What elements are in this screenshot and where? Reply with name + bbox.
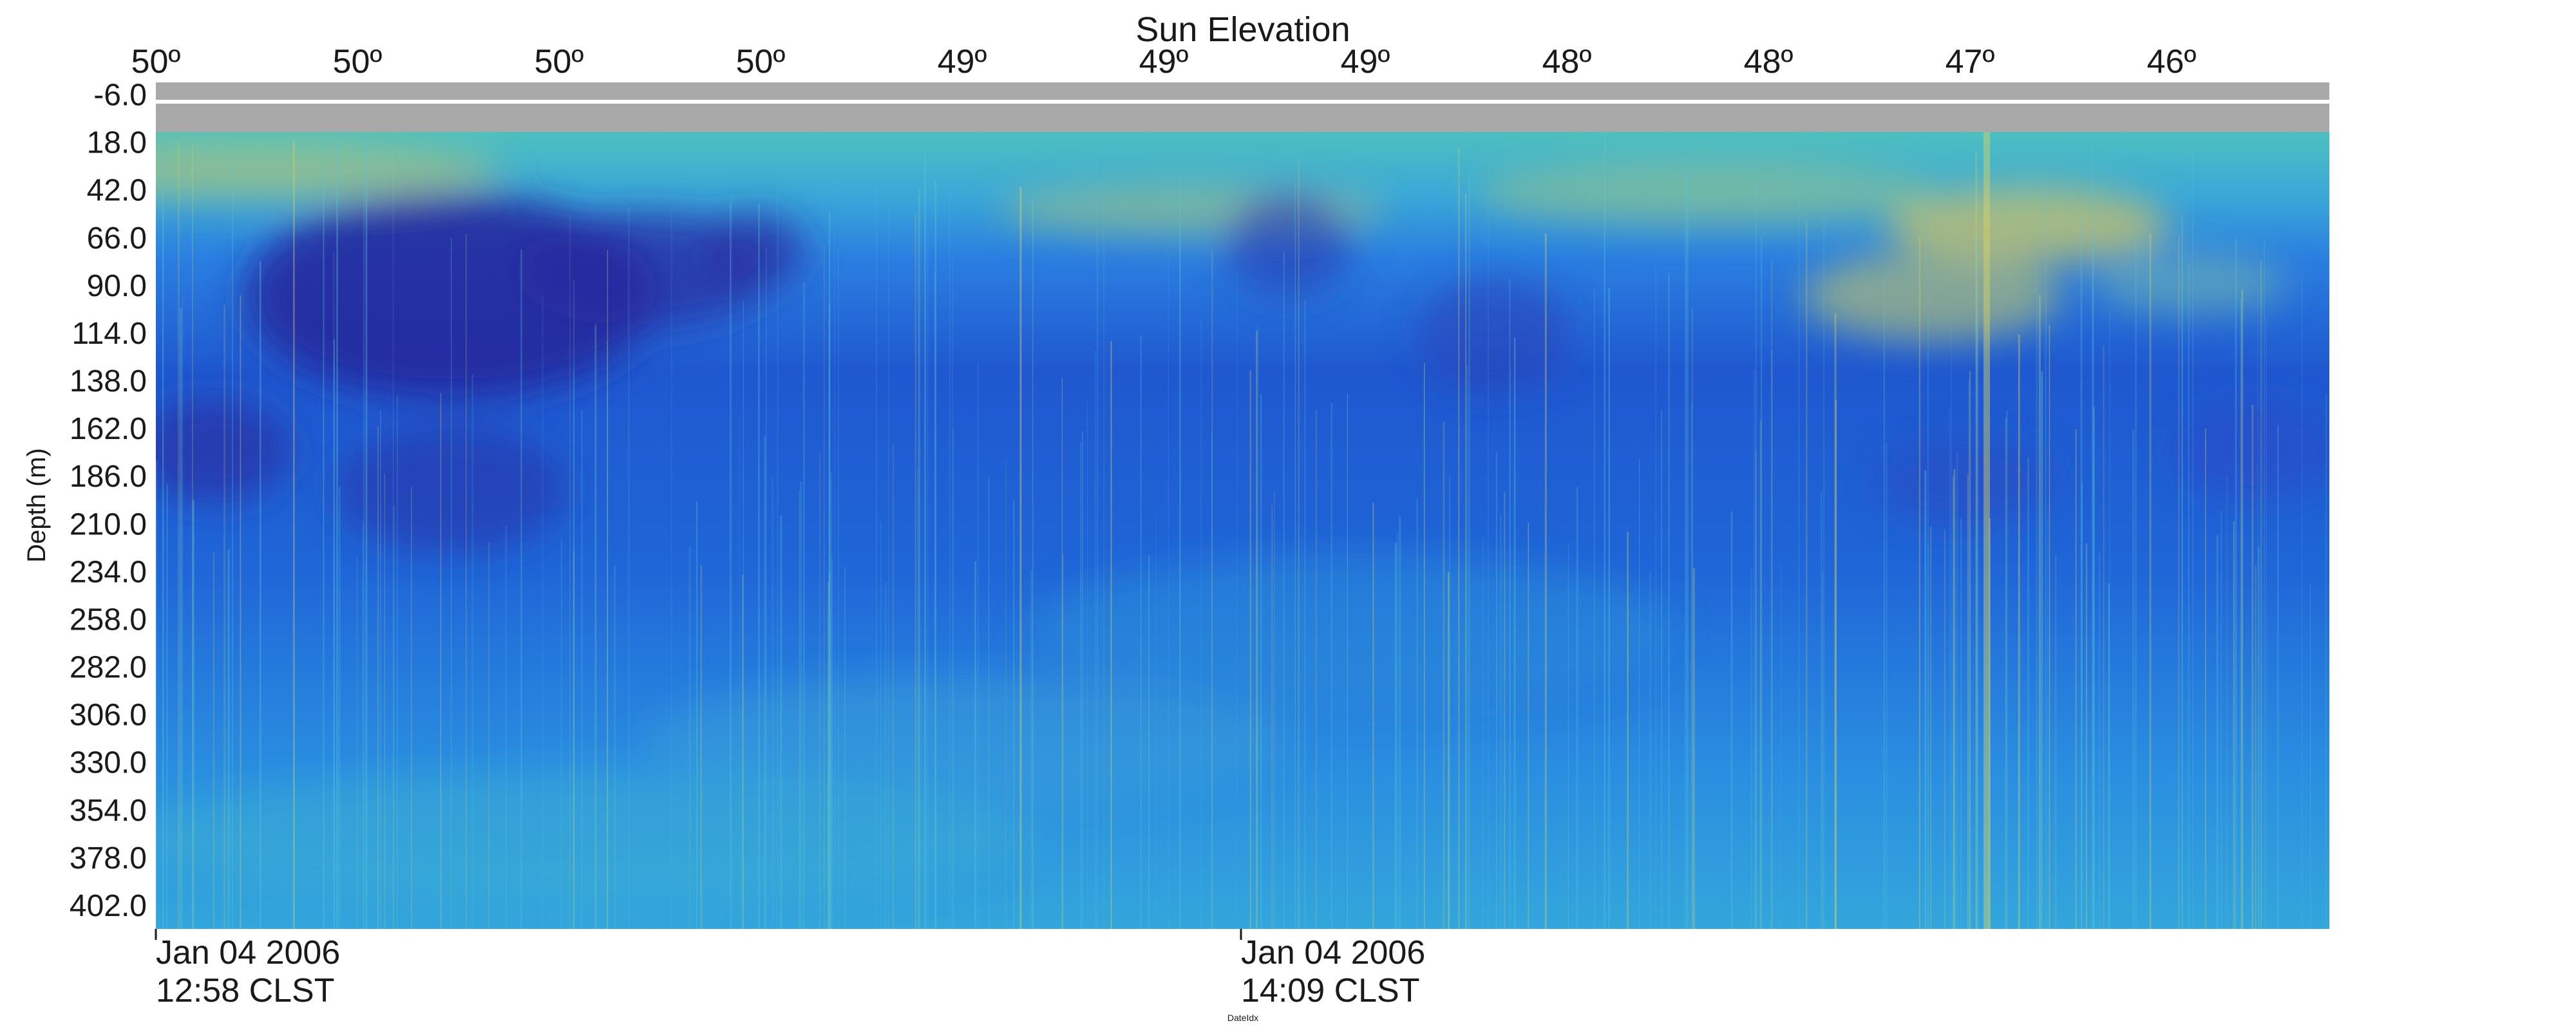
y-tick-label: 138.0	[70, 364, 147, 398]
echogram-patch	[644, 676, 1288, 805]
y-tick-label: 330.0	[70, 746, 147, 780]
echogram-patch	[335, 425, 567, 554]
top-axis-ticks: 50º 50º 50º 50º 49º 49º 49º 48º 48º 47º 46º	[131, 43, 2197, 80]
top-tick-label: 48º	[1744, 43, 1794, 80]
y-tick-label: 306.0	[70, 698, 147, 733]
top-tick-label: 50º	[535, 43, 584, 80]
top-tick-label: 49º	[938, 43, 987, 80]
echogram-patch	[1030, 554, 1674, 708]
echogram-patch	[2170, 399, 2329, 502]
echogram-patch	[1417, 277, 1571, 393]
y-tick-label: 18.0	[87, 126, 147, 160]
y-tick-label: 66.0	[87, 221, 147, 256]
echogram-patch	[702, 212, 805, 290]
echogram-patch	[1224, 193, 1352, 296]
top-tick-label: 49º	[1139, 43, 1189, 80]
y-tick-label: 42.0	[87, 174, 147, 208]
top-tick-label: 50º	[736, 43, 786, 80]
top-tick-label: 50º	[131, 43, 181, 80]
y-tick-label: 210.0	[70, 507, 147, 541]
y-tick-label: 90.0	[87, 269, 147, 303]
bottom-tick-date: Jan 04 2006	[156, 934, 340, 971]
y-tick-label: 162.0	[70, 412, 147, 446]
y-axis-ticks: -6.0 18.0 42.0 66.0 90.0 114.0 138.0 162.0 186.0…	[70, 79, 147, 923]
top-tick-label: 47º	[1946, 43, 1995, 80]
echogram-patches	[156, 142, 2329, 901]
echogram-field	[156, 132, 2329, 929]
x-axis-label: DateIdx	[1227, 1013, 1258, 1023]
top-tick-label: 49º	[1341, 43, 1390, 80]
chart-title: Sun Elevation	[1135, 10, 1350, 49]
echogram-streak	[1984, 132, 1990, 929]
top-tick-label: 48º	[1542, 43, 1592, 80]
top-tick-label: 50º	[333, 43, 383, 80]
y-tick-label: 282.0	[70, 651, 147, 685]
y-tick-label: 378.0	[70, 841, 147, 876]
echogram-patch	[1803, 251, 2061, 341]
bottom-tick-date: Jan 04 2006	[1241, 934, 1425, 971]
bottom-tick-time: 12:58 CLST	[156, 972, 335, 1009]
y-tick-label: 258.0	[70, 603, 147, 637]
y-tick-label: 186.0	[70, 460, 147, 494]
echogram-patch	[1874, 438, 2054, 528]
y-tick-label: -6.0	[93, 79, 147, 113]
echogram-patch	[156, 399, 290, 502]
bottom-tick-time: 14:09 CLST	[1241, 972, 1420, 1009]
y-tick-label: 402.0	[70, 889, 147, 923]
echogram-patch	[1475, 161, 1938, 225]
y-tick-label: 234.0	[70, 555, 147, 589]
no-data-band	[156, 82, 2329, 132]
y-axis-label: Depth (m)	[23, 448, 51, 563]
y-tick-label: 114.0	[71, 317, 147, 351]
echogram-patch	[156, 772, 1030, 901]
echogram-streaks	[156, 132, 2327, 929]
echogram-patch	[156, 142, 502, 200]
top-tick-label: 46º	[2147, 43, 2197, 80]
y-tick-label: 354.0	[70, 794, 147, 828]
echogram-patch	[2093, 251, 2286, 315]
echogram-patch	[1887, 187, 2170, 264]
